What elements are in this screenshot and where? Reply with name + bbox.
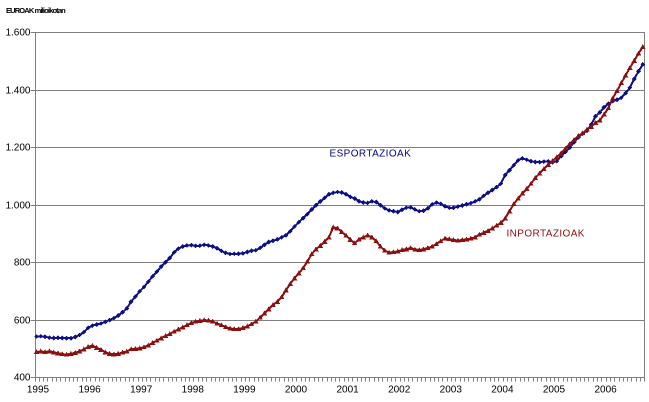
svg-text:1.000: 1.000 (5, 201, 30, 212)
svg-text:INPORTAZIOAK: INPORTAZIOAK (507, 229, 585, 240)
svg-text:1.200: 1.200 (5, 143, 30, 154)
svg-text:2002: 2002 (388, 385, 411, 396)
svg-text:800: 800 (14, 258, 31, 269)
svg-text:2005: 2005 (543, 385, 566, 396)
svg-text:1997: 1997 (130, 385, 153, 396)
svg-text:EUROAK milioikotan: EUROAK milioikotan (6, 6, 66, 15)
svg-text:1.400: 1.400 (5, 86, 30, 97)
svg-text:2001: 2001 (336, 385, 359, 396)
svg-text:400: 400 (14, 373, 31, 384)
svg-text:1998: 1998 (182, 385, 205, 396)
svg-text:2000: 2000 (285, 385, 308, 396)
svg-text:2006: 2006 (594, 385, 617, 396)
svg-text:1999: 1999 (233, 385, 256, 396)
svg-text:1996: 1996 (78, 385, 101, 396)
svg-text:2004: 2004 (491, 385, 514, 396)
svg-text:600: 600 (14, 316, 31, 327)
svg-text:ESPORTAZIOAK: ESPORTAZIOAK (330, 149, 412, 160)
svg-text:2003: 2003 (440, 385, 463, 396)
svg-text:1.600: 1.600 (5, 28, 30, 39)
svg-text:1995: 1995 (27, 385, 50, 396)
